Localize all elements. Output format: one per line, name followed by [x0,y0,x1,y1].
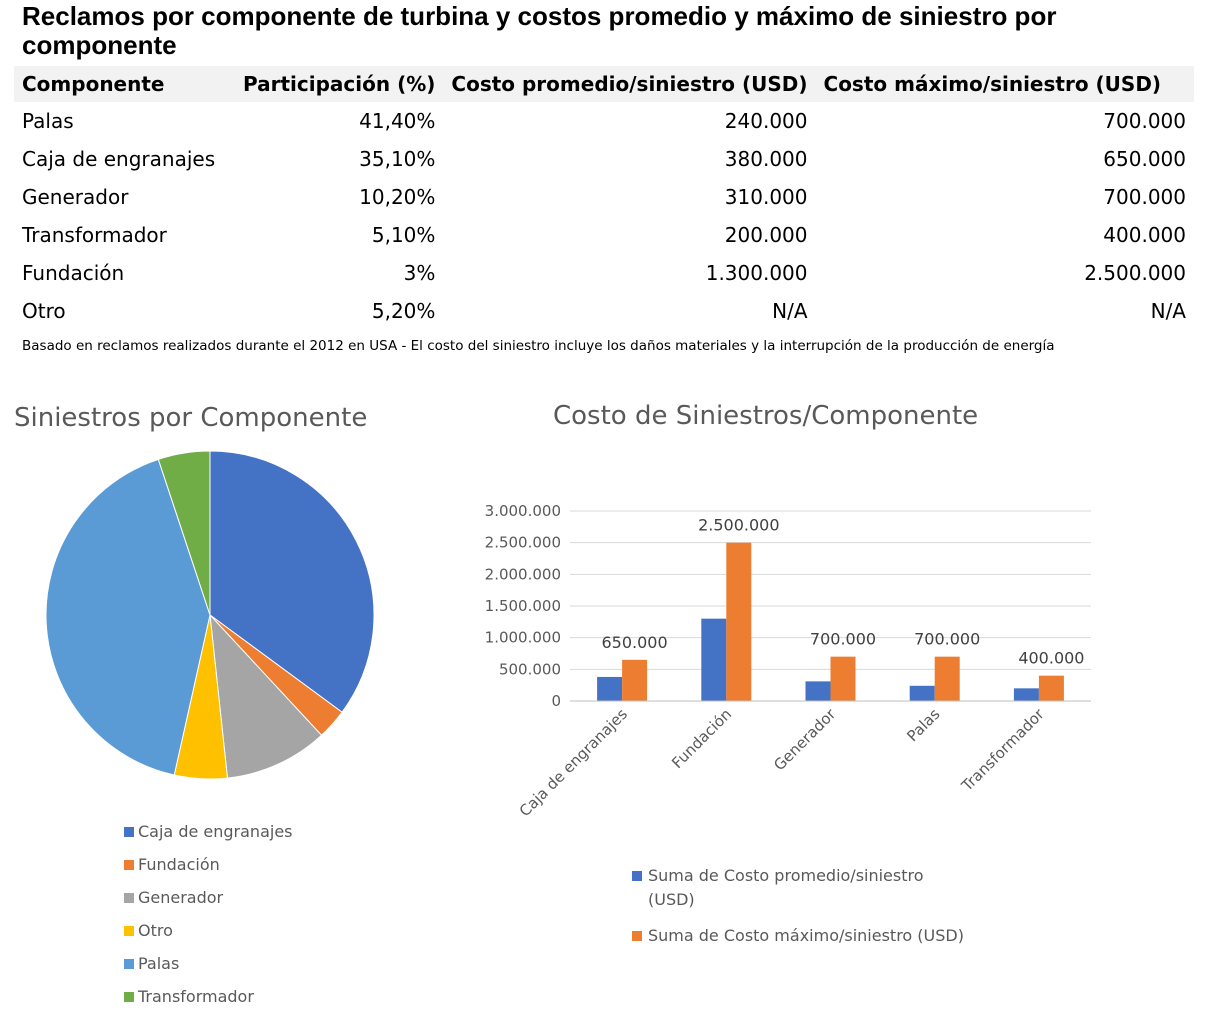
table-row: Palas 41,40% 240.000 700.000 [14,102,1194,140]
data-label-transformador: 400.000 [1018,649,1084,668]
table-cell: 2.500.000 [1084,261,1186,285]
legend-item-transformador: Transformador [124,987,293,1020]
legend-label: Generador [138,888,224,907]
column-header-costo-maximo: Costo máximo/siniestro (USD) [823,72,1162,96]
legend-swatch [124,893,134,903]
legend-swatch [124,992,134,1002]
column-header-componente: Componente [22,72,165,96]
bar-fundacion-series-0 [701,618,727,701]
bar-chart-title: Costo de Siniestros/Componente [553,401,979,431]
y-tick-label: 1.000.000 [485,629,561,647]
y-tick-label: 3.000.000 [485,502,561,520]
bar-generador-series-0 [805,681,831,701]
pie-chart [45,450,375,780]
data-label-generador: 700.000 [810,630,876,649]
legend-swatch [124,827,134,837]
table-cell: Transformador [22,223,167,247]
table-cell: 3% [403,261,436,285]
bar-generador-series-1 [830,656,856,701]
table-cell: Generador [22,185,129,209]
x-tick-label-generador: Generador [770,705,840,775]
pie-legend: Caja de engranajes Fundación Generador Otro… [124,822,293,1020]
pie-slice-palas [45,458,211,776]
y-tick-label: 2.000.000 [485,565,561,583]
table-cell: 200.000 [724,223,808,247]
data-label-palas: 700.000 [914,630,980,649]
table-cell: 10,20% [359,185,436,209]
legend-swatch [124,959,134,969]
table-cell: N/A [772,299,808,323]
y-tick-label: 0 [551,692,561,710]
table-cell: 700.000 [1103,109,1186,133]
table-cell: Caja de engranajes [22,147,216,171]
data-label-caja-de-engranajes: 650.000 [602,633,668,652]
table-cell: Otro [22,299,66,323]
y-tick-label: 500.000 [499,660,561,678]
table-row: Caja de engranajes 35,10% 380.000 650.00… [14,140,1194,178]
legend-swatch [632,931,642,941]
pie-slice-caja-de-engranajes [209,450,375,713]
legend-item-series: Suma de Costo promedio/siniestro (USD) [632,864,972,912]
table-row: Otro 5,20% N/A N/A [14,292,1194,330]
data-table: Componente Participación (%) Costo prome… [14,66,1194,330]
legend-item-generador: Generador [124,888,293,921]
x-tick-label-caja-de-engranajes: Caja de engranajes [516,705,631,820]
table-cell: 240.000 [724,109,808,133]
table-cell: 380.000 [724,147,808,171]
legend-label: Transformador [138,987,254,1006]
table-cell: 1.300.000 [705,261,808,285]
legend-swatch [632,871,642,881]
table-header-row: Componente Participación (%) Costo prome… [14,66,1194,102]
bar-palas-series-1 [934,656,960,701]
table-cell: 5,20% [371,299,436,323]
bar-fundacion-series-1 [726,542,752,701]
table-cell: Palas [22,109,74,133]
bar-caja-de-engranajes-series-0 [597,676,623,701]
table-cell: 35,10% [359,147,436,171]
bar-chart: 0 500.000 1.000.000 1.500.000 2.000.000 2.500… [485,502,1091,820]
legend-label: Suma de Costo máximo/siniestro (USD) [648,926,964,945]
legend-item-series: Suma de Costo máximo/siniestro (USD) [632,924,972,948]
table-cell: 41,40% [359,109,436,133]
bar-legend: Suma de Costo promedio/siniestro (USD) Su… [632,864,972,960]
legend-item-caja-de-engranajes: Caja de engranajes [124,822,293,855]
legend-label: Otro [138,921,173,940]
table-cell: 650.000 [1103,147,1186,171]
pie-slice-transformador [157,450,211,616]
table-cell: 700.000 [1103,185,1186,209]
x-tick-label-fundacion: Fundación [668,705,735,772]
page-title: Reclamos por componente de turbina y cos… [22,1,1057,60]
bar-transformador-series-1 [1038,675,1064,701]
data-label-fundacion: 2.500.000 [698,516,779,535]
x-tick-label-palas: Palas [903,705,943,745]
pie-slice-generador [209,613,323,779]
table-row: Transformador 5,10% 200.000 400.000 [14,216,1194,254]
y-tick-label: 1.500.000 [485,597,561,615]
table-cell: N/A [1150,299,1186,323]
pie-chart-title: Siniestros por Componente [14,403,368,433]
table-row: Fundación 3% 1.300.000 2.500.000 [14,254,1194,292]
table-cell: 400.000 [1103,223,1186,247]
column-header-participacion: Participación (%) [243,72,436,96]
footnote: Basado en reclamos realizados durante el… [22,338,1055,354]
table-row: Generador 10,20% 310.000 700.000 [14,178,1194,216]
legend-label: Palas [138,954,180,973]
legend-label: Fundación [138,855,220,874]
table-cell: 310.000 [724,185,808,209]
column-header-costo-promedio: Costo promedio/siniestro (USD) [451,72,808,96]
legend-swatch [124,926,134,936]
legend-swatch [124,860,134,870]
legend-item-palas: Palas [124,954,293,987]
bar-transformador-series-0 [1013,688,1039,701]
table-cell: 5,10% [371,223,436,247]
bar-palas-series-0 [909,685,935,701]
table-cell: Fundación [22,261,125,285]
legend-label: Caja de engranajes [138,822,293,841]
bar-caja-de-engranajes-series-1 [622,659,648,701]
y-tick-label: 2.500.000 [485,534,561,552]
legend-item-otro: Otro [124,921,293,954]
legend-item-fundacion: Fundación [124,855,293,888]
legend-label: Suma de Costo promedio/siniestro (USD) [648,866,924,909]
x-tick-label-transformador: Transformador [957,705,1048,796]
